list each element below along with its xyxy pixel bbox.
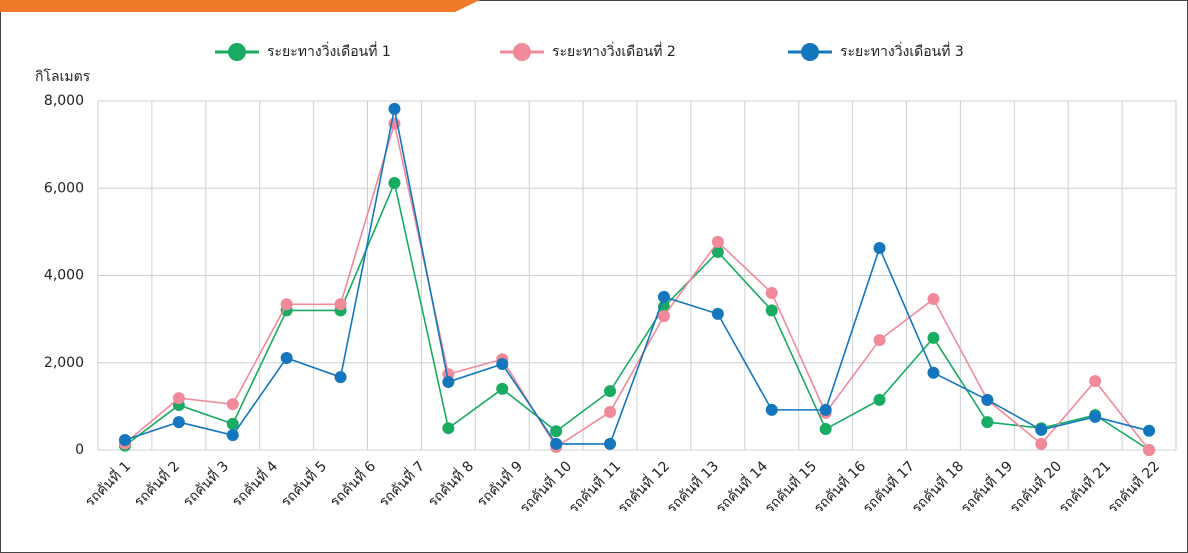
point bbox=[550, 425, 563, 438]
point bbox=[1089, 410, 1102, 423]
point bbox=[819, 423, 832, 436]
x-tick-label: รถคันที่ 7 bbox=[375, 457, 428, 510]
point bbox=[711, 235, 724, 248]
point bbox=[604, 406, 617, 419]
point bbox=[927, 293, 940, 306]
x-tick-label: รถคันที่ 19 bbox=[956, 457, 1016, 517]
point bbox=[550, 437, 563, 450]
point bbox=[927, 331, 940, 344]
y-axis-title: กิโลเมตร bbox=[35, 68, 91, 85]
x-tick-label: รถคันที่ 18 bbox=[907, 457, 967, 517]
series-line bbox=[124, 123, 1150, 451]
x-tick-label: รถคันที่ 14 bbox=[711, 457, 771, 517]
point bbox=[172, 392, 185, 405]
point bbox=[496, 358, 509, 371]
point bbox=[604, 437, 617, 450]
point bbox=[1035, 423, 1048, 436]
x-tick-label: รถคันที่ 17 bbox=[858, 457, 918, 517]
x-tick-label: รถคันที่ 3 bbox=[179, 457, 232, 510]
point bbox=[1035, 437, 1048, 450]
point bbox=[226, 398, 239, 411]
x-tick-label: รถคันที่ 5 bbox=[277, 457, 330, 510]
x-tick-label: รถคันที่ 21 bbox=[1054, 457, 1114, 517]
header-tab bbox=[0, 0, 480, 12]
x-tick-label: รถคันที่ 11 bbox=[564, 457, 624, 517]
point bbox=[388, 102, 401, 115]
y-tick-label: 4,000 bbox=[44, 268, 84, 284]
y-tick-label: 6,000 bbox=[44, 180, 84, 196]
y-tick-label: 2,000 bbox=[44, 355, 84, 371]
legend-label: ระยะทางวิ่งเดือนที่ 1 bbox=[267, 42, 391, 60]
legend-marker bbox=[513, 43, 531, 61]
point bbox=[334, 371, 347, 384]
point bbox=[657, 290, 670, 303]
x-tick-label: รถคันที่ 1 bbox=[81, 457, 134, 510]
point bbox=[711, 307, 724, 320]
point bbox=[442, 375, 455, 388]
x-tick-label: รถคันที่ 6 bbox=[326, 457, 379, 510]
y-tick-label: 8,000 bbox=[44, 93, 84, 109]
x-tick-label: รถคันที่ 12 bbox=[613, 457, 673, 517]
point bbox=[1143, 424, 1156, 437]
point bbox=[657, 310, 670, 323]
x-tick-label: รถคันที่ 20 bbox=[1005, 457, 1065, 517]
point bbox=[873, 334, 886, 347]
x-tick-label: รถคันที่ 16 bbox=[809, 457, 869, 517]
point bbox=[226, 417, 239, 430]
point bbox=[765, 403, 778, 416]
point bbox=[765, 286, 778, 299]
point bbox=[172, 416, 185, 429]
point bbox=[765, 304, 778, 317]
legend-marker bbox=[801, 43, 819, 61]
series-line bbox=[124, 180, 1150, 451]
y-tick-label: 0 bbox=[75, 442, 84, 458]
legend-label: ระยะทางวิ่งเดือนที่ 3 bbox=[840, 42, 964, 60]
point bbox=[118, 433, 131, 446]
point bbox=[1143, 444, 1156, 456]
point bbox=[604, 385, 617, 398]
point bbox=[280, 351, 293, 364]
point bbox=[711, 245, 724, 258]
x-tick-label: รถคันที่ 4 bbox=[228, 457, 281, 510]
x-tick-label: รถคันที่ 9 bbox=[473, 457, 526, 510]
legend-label: ระยะทางวิ่งเดือนที่ 2 bbox=[552, 42, 676, 60]
x-tick-label: รถคันที่ 22 bbox=[1103, 457, 1163, 517]
point bbox=[981, 416, 994, 429]
point bbox=[819, 403, 832, 416]
point bbox=[442, 422, 455, 435]
point bbox=[226, 429, 239, 442]
point bbox=[873, 393, 886, 406]
point bbox=[1089, 375, 1102, 388]
x-tick-label: รถคันที่ 15 bbox=[760, 457, 820, 517]
point bbox=[927, 366, 940, 379]
point bbox=[388, 177, 401, 190]
point bbox=[334, 298, 347, 311]
point bbox=[873, 242, 886, 255]
point bbox=[981, 393, 994, 406]
x-tick-label: รถคันที่ 8 bbox=[424, 457, 477, 510]
x-tick-label: รถคันที่ 13 bbox=[662, 457, 722, 517]
x-tick-label: รถคันที่ 2 bbox=[130, 457, 183, 510]
series-line bbox=[124, 108, 1150, 445]
point bbox=[496, 382, 509, 395]
legend-marker bbox=[228, 43, 246, 61]
point bbox=[280, 298, 293, 311]
x-tick-label: รถคันที่ 10 bbox=[515, 457, 575, 517]
